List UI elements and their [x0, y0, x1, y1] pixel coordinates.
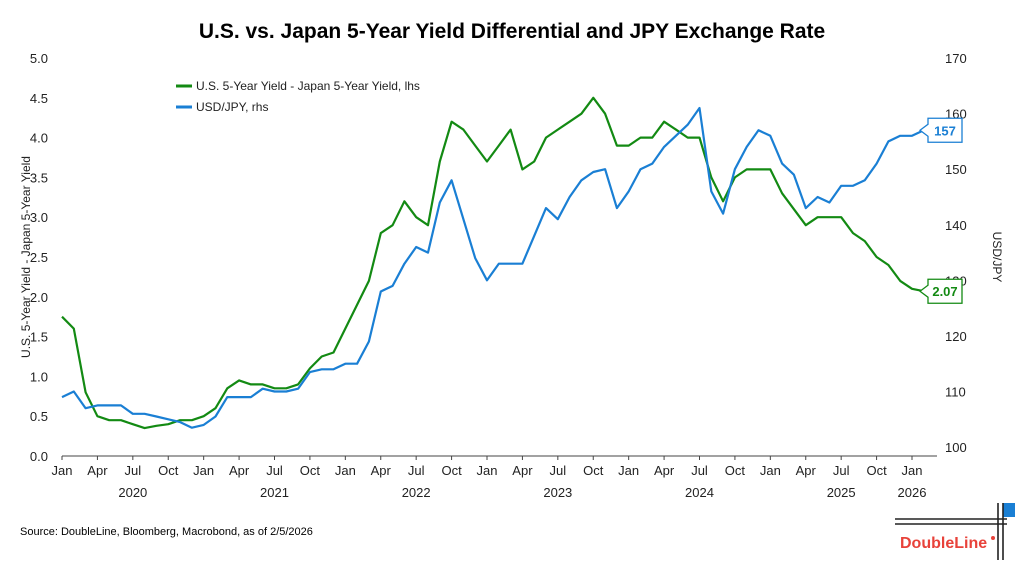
x-tick-month-label: Jan — [618, 463, 639, 478]
y-right-tick-label: 150 — [945, 162, 967, 177]
y-left-tick-label: 3.0 — [30, 210, 48, 225]
x-tick-month-label: Apr — [512, 463, 533, 478]
y-right-tick-label: 120 — [945, 329, 967, 344]
x-tick-month-label: Oct — [725, 463, 746, 478]
x-tick-year-label: 2023 — [543, 485, 572, 500]
x-tick-year-label: 2022 — [402, 485, 431, 500]
y-left-tick-label: 0.5 — [30, 409, 48, 424]
y-right-tick-label: 100 — [945, 440, 967, 455]
legend-label-0: U.S. 5-Year Yield - Japan 5-Year Yield, … — [196, 79, 420, 93]
x-tick-month-label: Apr — [229, 463, 250, 478]
x-tick-month-label: Apr — [654, 463, 675, 478]
y-left-tick-label: 2.0 — [30, 290, 48, 305]
x-tick-month-label: Oct — [866, 463, 887, 478]
end-value-callout-0 — [918, 278, 963, 304]
x-tick-month-label: Oct — [300, 463, 321, 478]
x-tick-month-label: Oct — [441, 463, 462, 478]
y-left-tick-label: 1.0 — [30, 369, 48, 384]
x-tick-month-label: Jul — [550, 463, 567, 478]
x-tick-month-label: Jan — [193, 463, 214, 478]
x-tick-year-label: 2025 — [827, 485, 856, 500]
y-left-tick-label: 2.5 — [30, 250, 48, 265]
doubleline-logo: DoubleLine — [895, 503, 1015, 560]
x-tick-month-label: Jan — [760, 463, 781, 478]
series-line-0 — [61, 96, 925, 430]
x-tick-year-label: 2020 — [118, 485, 147, 500]
x-tick-month-label: Jan — [477, 463, 498, 478]
y-left-tick-label: 0.0 — [30, 449, 48, 464]
x-tick-month-label: Jul — [266, 463, 283, 478]
x-tick-month-label: Apr — [796, 463, 817, 478]
end-value-label-1: 157 — [934, 123, 956, 138]
y-left-tick-label: 3.5 — [30, 170, 48, 185]
y-right-tick-label: 140 — [945, 218, 967, 233]
x-tick-month-label: Apr — [371, 463, 392, 478]
y-left-tick-label: 1.5 — [30, 330, 48, 345]
x-tick-month-label: Jul — [691, 463, 708, 478]
y-left-tick-label: 4.0 — [30, 131, 48, 146]
svg-text:DoubleLine: DoubleLine — [900, 535, 987, 552]
chart-title: U.S. vs. Japan 5-Year Yield Differential… — [198, 20, 826, 43]
y-left-tick-label: 5.0 — [30, 51, 48, 66]
y-right-tick-label: 110 — [945, 385, 966, 400]
x-tick-month-label: Jul — [125, 463, 142, 478]
end-value-callout-1 — [918, 117, 963, 143]
x-tick-month-label: Jan — [902, 463, 923, 478]
x-tick-month-label: Jul — [833, 463, 850, 478]
y-left-axis-label: U.S. 5-Year Yield - Japan 5-Year Yield — [19, 156, 33, 358]
end-value-label-0: 2.07 — [932, 284, 957, 299]
series-line-1 — [61, 106, 925, 429]
x-tick-month-label: Jul — [408, 463, 425, 478]
x-tick-month-label: Jan — [335, 463, 356, 478]
x-tick-month-label: Apr — [87, 463, 108, 478]
x-tick-year-label: 2026 — [898, 485, 927, 500]
y-left-tick-label: 4.5 — [30, 91, 48, 106]
legend-label-1: USD/JPY, rhs — [196, 100, 268, 114]
x-tick-year-label: 2021 — [260, 485, 289, 500]
source-note: Source: DoubleLine, Bloomberg, Macrobond… — [20, 526, 313, 538]
x-tick-year-label: 2024 — [685, 485, 714, 500]
y-right-tick-label: 170 — [945, 51, 967, 66]
x-tick-month-label: Oct — [158, 463, 179, 478]
x-tick-month-label: Jan — [52, 463, 73, 478]
x-tick-month-label: Oct — [583, 463, 604, 478]
y-right-axis-label: USD/JPY — [990, 232, 1004, 283]
